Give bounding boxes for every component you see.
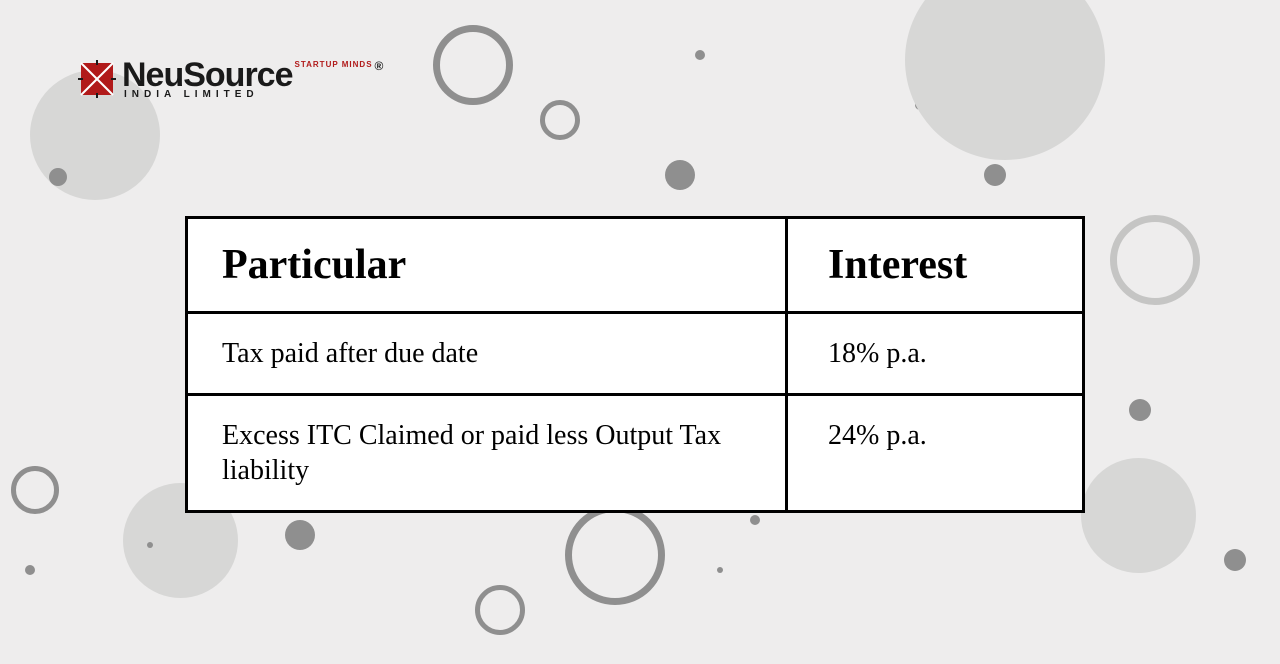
decorative-circle bbox=[1081, 458, 1196, 573]
logo-subline: INDIA LIMITED bbox=[124, 90, 382, 100]
logo-brand-suffix: Source bbox=[183, 58, 292, 92]
decorative-circle bbox=[1224, 549, 1246, 571]
decorative-circle bbox=[695, 50, 705, 60]
interest-table: Particular Interest Tax paid after due d… bbox=[185, 216, 1085, 513]
table-header-interest: Interest bbox=[788, 219, 1082, 311]
decorative-circle bbox=[147, 542, 153, 548]
logo-superscript: STARTUP MINDS bbox=[295, 61, 373, 69]
decorative-circle bbox=[433, 25, 513, 105]
decorative-circle bbox=[905, 0, 1105, 160]
decorative-circle bbox=[1110, 215, 1200, 305]
logo-brand-prefix: Neu bbox=[122, 58, 183, 92]
brand-logo: NeuSource STARTUP MINDS ® INDIA LIMITED bbox=[78, 58, 382, 100]
logo-mark-icon bbox=[78, 60, 116, 98]
decorative-circle bbox=[565, 505, 665, 605]
decorative-circle bbox=[25, 565, 35, 575]
table-row: Excess ITC Claimed or paid less Output T… bbox=[188, 393, 1082, 510]
table-header-row: Particular Interest bbox=[188, 219, 1082, 311]
logo-registered-icon: ® bbox=[375, 60, 383, 72]
decorative-circle bbox=[49, 168, 67, 186]
decorative-circle bbox=[750, 515, 760, 525]
decorative-circle bbox=[665, 160, 695, 190]
decorative-circle bbox=[540, 100, 580, 140]
decorative-circle bbox=[285, 520, 315, 550]
table-cell-interest: 24% p.a. bbox=[788, 396, 1082, 510]
table-cell-particular: Excess ITC Claimed or paid less Output T… bbox=[188, 396, 788, 510]
logo-text: NeuSource STARTUP MINDS ® INDIA LIMITED bbox=[122, 58, 382, 100]
table-row: Tax paid after due date 18% p.a. bbox=[188, 311, 1082, 393]
decorative-circle bbox=[11, 466, 59, 514]
decorative-circle bbox=[475, 585, 525, 635]
table-cell-particular: Tax paid after due date bbox=[188, 314, 788, 393]
decorative-circle bbox=[984, 164, 1006, 186]
table-cell-interest: 18% p.a. bbox=[788, 314, 1082, 393]
decorative-circle bbox=[1129, 399, 1151, 421]
table-header-particular: Particular bbox=[188, 219, 788, 311]
decorative-circle bbox=[717, 567, 723, 573]
